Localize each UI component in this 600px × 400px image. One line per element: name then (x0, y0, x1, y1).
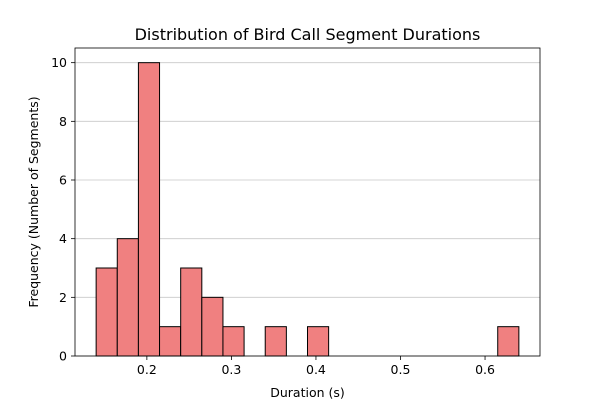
y-tick-label: 8 (59, 114, 67, 129)
chart-title: Distribution of Bird Call Segment Durati… (135, 25, 481, 44)
histogram-bar (307, 326, 330, 357)
histogram-bar (222, 326, 245, 357)
y-axis-ticks: 0 2 4 6 8 10 (51, 55, 75, 364)
x-tick-label: 0.6 (475, 362, 495, 377)
x-tick-label: 0.5 (391, 362, 411, 377)
histogram-bar (116, 238, 139, 357)
x-tick-label: 0.2 (137, 362, 157, 377)
y-tick-label: 2 (59, 290, 67, 305)
x-axis-ticks: 0.2 0.3 0.4 0.5 0.6 (137, 356, 495, 377)
x-axis-label: Duration (s) (270, 385, 345, 400)
y-tick-label: 0 (59, 349, 67, 364)
histogram-bar (95, 267, 118, 357)
histogram-bar (264, 326, 287, 357)
y-tick-label: 4 (59, 231, 67, 246)
y-axis-label: Frequency (Number of Segments) (26, 96, 41, 307)
histogram-bar (137, 62, 161, 357)
x-tick-label: 0.4 (306, 362, 326, 377)
plot-frame (74, 47, 541, 357)
x-tick-label: 0.3 (221, 362, 241, 377)
bars (95, 62, 520, 357)
histogram-bar (201, 296, 224, 357)
histogram-bar (180, 267, 203, 357)
histogram-bar (159, 326, 182, 357)
y-tick-label: 10 (51, 55, 67, 70)
histogram-bar (497, 326, 520, 357)
y-tick-label: 6 (59, 173, 67, 188)
